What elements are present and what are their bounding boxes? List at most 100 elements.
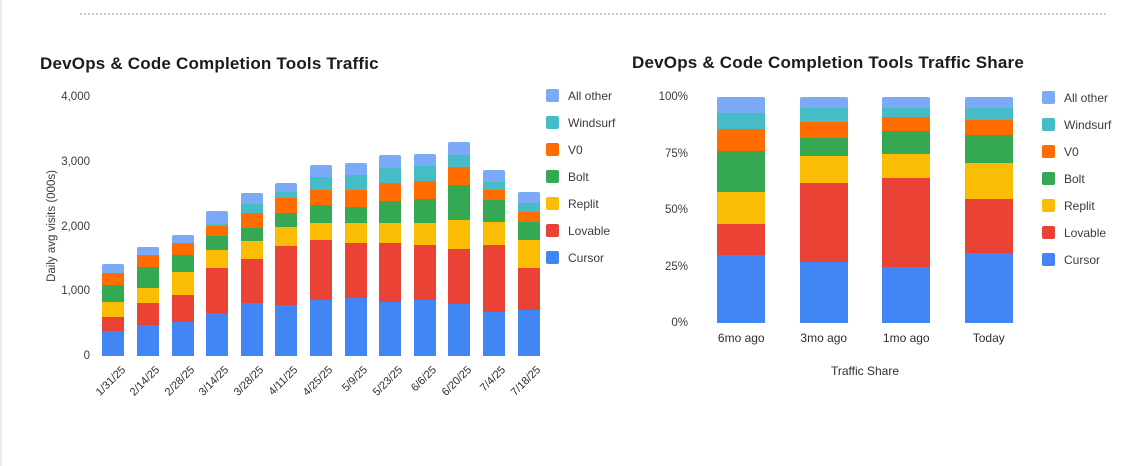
bar-segment-cursor[interactable] <box>882 266 931 323</box>
bar-segment-v0[interactable] <box>206 226 229 237</box>
bar-segment-lovable[interactable] <box>413 244 436 300</box>
bar-segment-lovable[interactable] <box>517 268 540 310</box>
bar-segment-cursor[interactable] <box>448 304 471 356</box>
bar-segment-replit[interactable] <box>171 271 194 296</box>
legend-item-lovable[interactable]: Lovable <box>1042 219 1136 246</box>
bar-segment-cursor[interactable] <box>413 299 436 356</box>
bar-segment-lovable[interactable] <box>964 198 1013 253</box>
bar-segment-replit[interactable] <box>102 301 125 317</box>
stacked-bar-1-31-25[interactable] <box>102 263 125 356</box>
stacked-bar-6-20-25[interactable] <box>448 141 471 356</box>
legend-item-v0[interactable]: V0 <box>1042 138 1136 165</box>
bar-segment-all-other[interactable] <box>309 165 332 177</box>
bar-segment-lovable[interactable] <box>882 178 931 267</box>
bar-segment-all-other[interactable] <box>171 235 194 244</box>
bar-segment-lovable[interactable] <box>799 182 848 262</box>
bar-segment-all-other[interactable] <box>240 192 263 205</box>
bar-segment-lovable[interactable] <box>344 243 367 299</box>
bar-segment-windsurf[interactable] <box>964 108 1013 120</box>
stacked-bar-4-11-25[interactable] <box>275 182 298 356</box>
stacked-bar-7-18-25[interactable] <box>517 191 540 356</box>
bar-segment-replit[interactable] <box>136 288 159 304</box>
bar-segment-bolt[interactable] <box>240 228 263 242</box>
legend-item-replit[interactable]: Replit <box>1042 192 1136 219</box>
bar-segment-replit[interactable] <box>964 162 1013 199</box>
bar-segment-all-other[interactable] <box>799 97 848 109</box>
bar-segment-windsurf[interactable] <box>717 112 766 129</box>
bar-segment-bolt[interactable] <box>206 236 229 250</box>
bar-segment-v0[interactable] <box>413 181 436 200</box>
bar-segment-v0[interactable] <box>309 189 332 205</box>
bar-segment-all-other[interactable] <box>379 154 402 169</box>
bar-segment-replit[interactable] <box>882 153 931 179</box>
bar-segment-bolt[interactable] <box>964 135 1013 163</box>
bar-segment-windsurf[interactable] <box>517 203 540 212</box>
bar-segment-replit[interactable] <box>379 223 402 244</box>
bar-segment-bolt[interactable] <box>102 284 125 302</box>
bar-segment-bolt[interactable] <box>309 204 332 223</box>
bar-segment-replit[interactable] <box>717 192 766 224</box>
bar-segment-replit[interactable] <box>309 222 332 240</box>
bar-segment-all-other[interactable] <box>344 163 367 175</box>
bar-segment-bolt[interactable] <box>882 130 931 154</box>
bar-segment-lovable[interactable] <box>275 245 298 305</box>
bar-segment-lovable[interactable] <box>717 223 766 256</box>
bar-segment-replit[interactable] <box>483 222 505 246</box>
legend-item-cursor[interactable]: Cursor <box>546 244 620 271</box>
bar-segment-all-other[interactable] <box>717 97 766 113</box>
bar-segment-all-other[interactable] <box>136 246 159 255</box>
bar-segment-cursor[interactable] <box>964 252 1013 323</box>
bar-segment-cursor[interactable] <box>799 262 848 323</box>
bar-segment-lovable[interactable] <box>206 268 229 314</box>
bar-segment-all-other[interactable] <box>413 154 436 167</box>
bar-segment-v0[interactable] <box>344 189 367 207</box>
bar-segment-cursor[interactable] <box>309 299 332 356</box>
bar-segment-replit[interactable] <box>240 241 263 259</box>
bar-segment-windsurf[interactable] <box>309 176 332 190</box>
bar-segment-all-other[interactable] <box>448 141 471 156</box>
bar-segment-bolt[interactable] <box>413 199 436 223</box>
bar-segment-all-other[interactable] <box>517 191 540 204</box>
bar-segment-all-other[interactable] <box>483 169 505 182</box>
stacked-bar-7-4-25[interactable] <box>483 169 505 356</box>
legend-item-all-other[interactable]: All other <box>546 82 620 109</box>
bar-segment-replit[interactable] <box>275 227 298 246</box>
stacked-bar-3-14-25[interactable] <box>206 211 229 356</box>
bar-segment-windsurf[interactable] <box>344 174 367 190</box>
stacked-bar-today[interactable] <box>964 97 1013 323</box>
bar-segment-v0[interactable] <box>102 273 125 285</box>
bar-segment-bolt[interactable] <box>717 151 766 193</box>
bar-segment-all-other[interactable] <box>102 263 125 274</box>
legend-item-replit[interactable]: Replit <box>546 190 620 217</box>
bar-segment-windsurf[interactable] <box>240 204 263 214</box>
stacked-bar-5-23-25[interactable] <box>379 154 402 356</box>
bar-segment-cursor[interactable] <box>379 301 402 356</box>
stacked-bar-2-14-25[interactable] <box>136 246 159 356</box>
bar-segment-all-other[interactable] <box>964 97 1013 109</box>
bar-segment-cursor[interactable] <box>344 298 367 356</box>
bar-segment-bolt[interactable] <box>344 206 367 224</box>
bar-segment-all-other[interactable] <box>206 211 229 225</box>
stacked-bar-2-28-25[interactable] <box>171 235 194 356</box>
bar-segment-bolt[interactable] <box>483 200 505 223</box>
bar-segment-lovable[interactable] <box>240 258 263 304</box>
bar-segment-v0[interactable] <box>275 198 298 213</box>
legend-item-v0[interactable]: V0 <box>546 136 620 163</box>
bar-segment-lovable[interactable] <box>136 303 159 325</box>
legend-item-cursor[interactable]: Cursor <box>1042 246 1136 273</box>
legend-item-all-other[interactable]: All other <box>1042 84 1136 111</box>
bar-segment-windsurf[interactable] <box>379 168 402 184</box>
bar-segment-windsurf[interactable] <box>413 166 436 182</box>
bar-segment-v0[interactable] <box>799 121 848 138</box>
bar-segment-cursor[interactable] <box>717 255 766 323</box>
bar-segment-cursor[interactable] <box>136 324 159 356</box>
bar-segment-windsurf[interactable] <box>275 192 298 199</box>
bar-segment-bolt[interactable] <box>379 201 402 224</box>
bar-segment-bolt[interactable] <box>136 266 159 289</box>
bar-segment-all-other[interactable] <box>882 97 931 109</box>
bar-segment-cursor[interactable] <box>240 303 263 356</box>
legend-item-bolt[interactable]: Bolt <box>546 163 620 190</box>
bar-segment-v0[interactable] <box>483 190 505 201</box>
bar-segment-replit[interactable] <box>344 223 367 244</box>
bar-segment-v0[interactable] <box>136 254 159 267</box>
